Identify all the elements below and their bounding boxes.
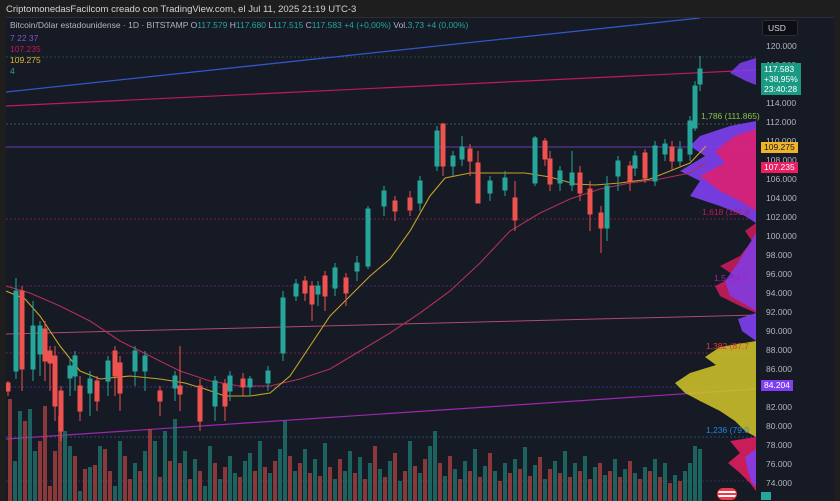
fib-1382-label: 1,382 (87.7	[706, 341, 750, 351]
axis-tick: 94.000	[766, 288, 792, 298]
currency-button[interactable]: USD	[762, 20, 798, 36]
horizontal-levels	[6, 56, 756, 482]
axis-tick: 102.000	[766, 212, 797, 222]
fib-1786-label: 1,786 (111.865)	[701, 111, 760, 121]
ma-lengths-label[interactable]: 7 22 37	[10, 33, 39, 43]
axis-tick: 98.000	[766, 250, 792, 260]
axis-tick: 114.000	[766, 98, 797, 108]
open-value: 117.579	[197, 20, 228, 30]
axis-tick: 80.000	[766, 421, 792, 431]
axis-tick: 74.000	[766, 478, 792, 488]
us-flag-event-icon[interactable]	[717, 488, 737, 500]
axis-tick: 120.000	[766, 41, 797, 51]
volume-legend[interactable]: 4	[10, 66, 15, 76]
close-value: 117.583	[311, 20, 342, 30]
volume-value: 3,73	[407, 20, 425, 30]
ma-slow-price-tag: 107.235	[761, 162, 798, 173]
fib-15-label: 1,5 (94.7	[714, 273, 748, 283]
axis-tick: 76.000	[766, 459, 792, 469]
trendline-blue	[6, 18, 701, 93]
trendline-pink	[6, 69, 757, 107]
axis-tick: 112.000	[766, 117, 797, 127]
low-value: 117.515	[273, 20, 304, 30]
axis-tick: 88.000	[766, 345, 792, 355]
chart-pane[interactable]	[6, 17, 834, 501]
axis-tick: 92.000	[766, 307, 792, 317]
axis-tick: 108.000	[766, 155, 797, 165]
axis-tick: 96.000	[766, 269, 792, 279]
fib-1618-label: 1,618 (101.6	[702, 207, 750, 217]
axis-tick: 78.000	[766, 440, 792, 450]
axis-tick: 104.000	[766, 193, 797, 203]
axis-tick: 90.000	[766, 326, 792, 336]
axis-tick: 110.000	[766, 136, 797, 146]
ma-fast-legend[interactable]: 109.275	[10, 55, 41, 65]
volume-tag-icon	[761, 492, 771, 500]
symbol-legend[interactable]: Bitcoin/Dólar estadounidense · 1D · BITS…	[10, 20, 469, 30]
price-chart[interactable]	[6, 18, 834, 501]
last-change: +38,95%	[764, 74, 798, 84]
candlesticks	[6, 56, 703, 441]
trendline-purple	[6, 388, 757, 440]
ma-slow-legend[interactable]: 107.235	[10, 44, 41, 54]
trendline-rose	[6, 314, 757, 335]
high-value: 117.680	[235, 20, 266, 30]
axis-tick: 86.000	[766, 364, 792, 374]
axis-tick: 82.000	[766, 402, 792, 412]
change-value: +4 (+0,00%)	[344, 20, 391, 30]
bar-countdown: 23:40:28	[764, 84, 798, 94]
poc-price-tag: 84.204	[761, 380, 793, 391]
last-price: 117.583	[764, 64, 795, 74]
axis-tick: 100.000	[766, 231, 797, 241]
fib-1236-label: 1,236 (79.0	[706, 425, 750, 435]
volume-change: +4 (0,00%)	[426, 20, 469, 30]
volume-bars	[8, 399, 702, 501]
axis-tick: 106.000	[766, 174, 797, 184]
ma-slow-line	[6, 162, 707, 387]
symbol-title: Bitcoin/Dólar estadounidense · 1D · BITS…	[10, 20, 189, 30]
chart-caption: CriptomonedasFacilcom creado con Trading…	[6, 4, 357, 15]
ma-fast-price-tag: 109.275	[761, 142, 798, 153]
volume-profile	[675, 58, 756, 491]
last-price-tag: 117.583 +38,95% 23:40:28	[761, 63, 801, 95]
